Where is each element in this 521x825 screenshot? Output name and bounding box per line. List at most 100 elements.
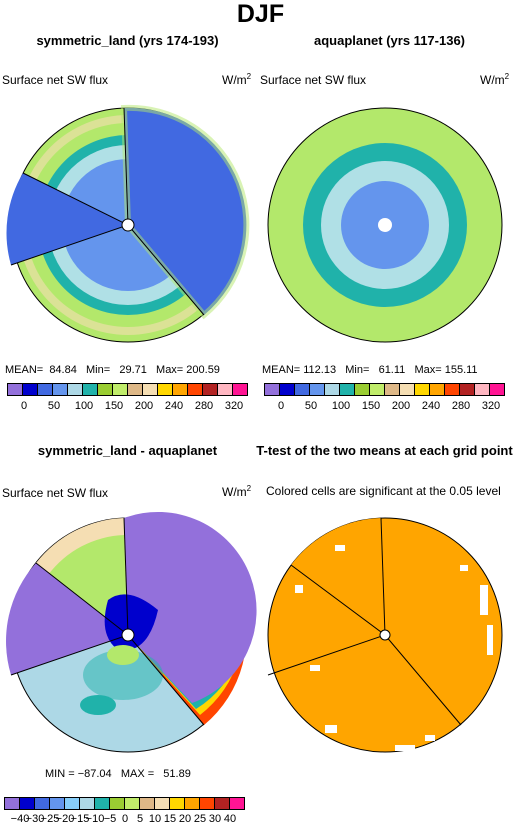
colorbar-tick-label: −20 [55, 813, 75, 825]
colorbar-tick-label: −10 [85, 813, 105, 825]
colorbar-box [429, 383, 445, 396]
colorbar-box [214, 797, 230, 810]
panel3-polar-map [6, 511, 257, 753]
colorbar-tick-label: 150 [104, 400, 124, 412]
colorbar-tick-label: 50 [47, 400, 61, 412]
colorbar-box [459, 383, 475, 396]
colorbar-tick-label: 0 [277, 400, 285, 412]
colorbar-box [444, 383, 460, 396]
colorbar-tick-label: −25 [40, 813, 60, 825]
colorbar-tick-label: 150 [361, 400, 381, 412]
panel1-units: W/m2 [222, 72, 252, 87]
colorbar-box [22, 383, 38, 396]
colorbar-tick-label: 25 [193, 813, 207, 825]
panel2-variable-label: Surface net SW flux [260, 73, 367, 87]
colorbar-box [474, 383, 490, 396]
colorbar-box [79, 797, 95, 810]
colorbar-box [154, 797, 170, 810]
colorbar-box [199, 797, 215, 810]
panel1-polar-map [6, 104, 250, 343]
panel2-stats: MEAN= 112.13 Min= 61.11 Max= 155.11 [262, 364, 478, 376]
colorbar-diff [4, 797, 245, 810]
colorbar-box [124, 797, 140, 810]
colorbar-tick-label: −40 [10, 813, 30, 825]
colorbar-box [64, 797, 80, 810]
colorbar-box [142, 383, 158, 396]
main-title: DJF [236, 0, 285, 28]
colorbar-tick-label: 50 [304, 400, 318, 412]
colorbar-box [34, 797, 50, 810]
colorbar-box [112, 383, 128, 396]
panel4-significance-map [267, 517, 503, 753]
colorbar-box [82, 383, 98, 396]
colorbar-tick-label: 240 [164, 400, 184, 412]
colorbar-box [187, 383, 203, 396]
colorbar-box [67, 383, 83, 396]
colorbar-box [139, 797, 155, 810]
colorbar-box [172, 383, 188, 396]
colorbar-box [94, 797, 110, 810]
colorbar-top-right-labels: 0 50 100 150 200 240 280 320 [265, 400, 505, 414]
colorbar-box [109, 797, 125, 810]
colorbar-box [7, 383, 23, 396]
colorbar-box [19, 797, 35, 810]
colorbar-box [489, 383, 505, 396]
colorbar-box [4, 797, 20, 810]
colorbar-box [399, 383, 415, 396]
panel3-variable-label: Surface net SW flux [2, 486, 109, 500]
colorbar-tick-label: 10 [148, 813, 162, 825]
colorbar-tick-label: 0 [20, 400, 28, 412]
colorbar-tick-label: 30 [208, 813, 222, 825]
panel3-stats: MIN = −87.04 MAX = 51.89 [45, 768, 191, 780]
panel1-stats: MEAN= 84.84 Min= 29.71 Max= 200.59 [5, 364, 220, 376]
colorbar-tick-label: 200 [391, 400, 411, 412]
colorbar-box [202, 383, 218, 396]
colorbar-tick-label: 200 [134, 400, 154, 412]
colorbar-box [279, 383, 295, 396]
colorbar-tick-label: 280 [194, 400, 214, 412]
colorbar-top-left-labels: 0 50 100 150 200 240 280 320 [8, 400, 248, 414]
colorbar-tick-label: 20 [178, 813, 192, 825]
colorbar-tick-label: −5 [103, 813, 117, 825]
colorbar-box [264, 383, 280, 396]
colorbar-box [384, 383, 400, 396]
colorbar-tick-label: 100 [331, 400, 351, 412]
colorbar-box [184, 797, 200, 810]
colorbar-tick-label: 5 [136, 813, 144, 825]
panel3-title: symmetric_land - aquaplanet [37, 443, 218, 458]
panel2-units: W/m2 [480, 72, 510, 87]
colorbar-box [127, 383, 143, 396]
panel2-title: aquaplanet (yrs 117-136) [313, 33, 466, 48]
colorbar-box [49, 797, 65, 810]
colorbar-box [309, 383, 325, 396]
colorbar-tick-label: 0 [121, 813, 129, 825]
panel1-variable-label: Surface net SW flux [2, 73, 109, 87]
colorbar-box [217, 383, 233, 396]
panel1-title: symmetric_land (yrs 174-193) [36, 33, 219, 48]
colorbar-tick-label: 15 [163, 813, 177, 825]
colorbar-box [157, 383, 173, 396]
colorbar-top-right [264, 383, 505, 396]
colorbar-box [294, 383, 310, 396]
colorbar-box [339, 383, 355, 396]
colorbar-box [52, 383, 68, 396]
colorbar-tick-label: −15 [70, 813, 90, 825]
colorbar-top-left [7, 383, 248, 396]
panel4-subtitle: Colored cells are significant at the 0.0… [266, 484, 501, 498]
colorbar-tick-label: 40 [223, 813, 237, 825]
colorbar-tick-label: 240 [421, 400, 441, 412]
colorbar-box [369, 383, 385, 396]
panel3-units: W/m2 [222, 484, 252, 499]
colorbar-box [229, 797, 245, 810]
colorbar-box [232, 383, 248, 396]
colorbar-tick-label: 280 [451, 400, 471, 412]
colorbar-diff-labels: −40 −30 −25 −20 −15 −10 −5 0 5 10 15 20 25 30 40 [5, 813, 247, 825]
panel2-polar-map [267, 107, 503, 343]
colorbar-box [37, 383, 53, 396]
colorbar-tick-label: 320 [224, 400, 244, 412]
colorbar-tick-label: 320 [481, 400, 501, 412]
colorbar-box [414, 383, 430, 396]
colorbar-box [169, 797, 185, 810]
colorbar-box [324, 383, 340, 396]
colorbar-box [354, 383, 370, 396]
